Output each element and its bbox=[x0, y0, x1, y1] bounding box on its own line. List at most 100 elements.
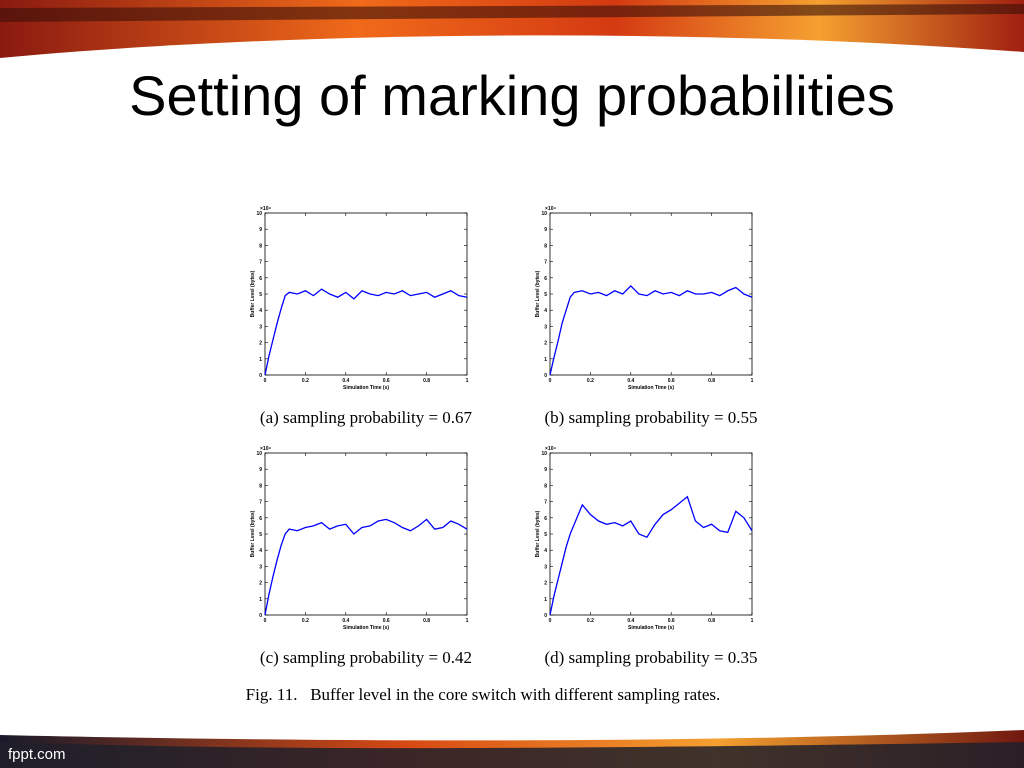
data-line bbox=[549, 284, 753, 376]
y-tick-label: 1 bbox=[544, 357, 547, 363]
y-tick-label: 5 bbox=[544, 532, 547, 538]
slide-body bbox=[0, 35, 1024, 768]
y-tick-label: 6 bbox=[259, 516, 262, 522]
y-tick-label: 10 bbox=[541, 451, 547, 457]
y-tick-label: 4 bbox=[544, 548, 547, 554]
y-tick-label: 8 bbox=[544, 483, 547, 489]
y-tick-label: 7 bbox=[259, 500, 262, 506]
y-axis-label: Buffer Level (bytes) bbox=[535, 510, 541, 557]
y-tick-label: 6 bbox=[544, 276, 547, 282]
x-tick-label: 0.6 bbox=[668, 618, 675, 624]
y-multiplier: ×10⁴ bbox=[260, 206, 271, 212]
y-multiplier: ×10⁴ bbox=[545, 206, 556, 212]
y-axis-label: Buffer Level (bytes) bbox=[250, 510, 256, 557]
y-multiplier: ×10⁴ bbox=[260, 446, 271, 452]
y-tick-label: 10 bbox=[256, 451, 262, 457]
chart: 0 1 2 3 4 5 6 7 8 9 10 0 0.2 0.4 0.6 0.8 1 Simulation Tim… bbox=[250, 446, 472, 667]
y-tick-label: 8 bbox=[544, 243, 547, 249]
y-tick-label: 9 bbox=[259, 467, 262, 473]
y-tick-label: 9 bbox=[544, 227, 547, 233]
x-axis-label: Simulation Time (s) bbox=[628, 385, 674, 391]
x-axis-label: Simulation Time (s) bbox=[343, 625, 389, 631]
y-tick-label: 5 bbox=[259, 532, 262, 538]
y-tick-label: 2 bbox=[259, 581, 262, 587]
y-tick-label: 7 bbox=[259, 260, 262, 266]
x-tick-label: 0 bbox=[549, 618, 552, 624]
y-tick-label: 5 bbox=[544, 292, 547, 298]
y-multiplier: ×10⁴ bbox=[545, 446, 556, 452]
y-tick-label: 1 bbox=[544, 597, 547, 603]
x-tick-label: 0.4 bbox=[627, 378, 634, 384]
subfigure-caption: (a) sampling probability = 0.67 bbox=[260, 408, 473, 427]
x-tick-label: 0.8 bbox=[708, 378, 715, 384]
y-tick-label: 0 bbox=[259, 613, 262, 619]
y-tick-label: 6 bbox=[544, 516, 547, 522]
y-tick-label: 9 bbox=[259, 227, 262, 233]
y-tick-label: 2 bbox=[544, 341, 547, 347]
y-tick-label: 2 bbox=[259, 341, 262, 347]
x-tick-label: 0.6 bbox=[668, 378, 675, 384]
data-line bbox=[549, 495, 753, 616]
x-tick-label: 1 bbox=[751, 378, 754, 384]
x-tick-label: 0.2 bbox=[302, 618, 309, 624]
x-axis-label: Simulation Time (s) bbox=[343, 385, 389, 391]
y-tick-label: 3 bbox=[544, 564, 547, 570]
x-tick-label: 0 bbox=[264, 618, 267, 624]
y-tick-label: 4 bbox=[259, 308, 262, 314]
chart: 0 1 2 3 4 5 6 7 8 9 10 0 0.2 0.4 0.6 0.8 1 Simulation Tim… bbox=[535, 446, 758, 667]
figure-caption: Fig. 11. Buffer level in the core switch… bbox=[246, 685, 721, 704]
y-tick-label: 8 bbox=[259, 483, 262, 489]
x-axis-label: Simulation Time (s) bbox=[628, 625, 674, 631]
x-tick-label: 0.8 bbox=[423, 618, 430, 624]
x-tick-label: 0 bbox=[549, 378, 552, 384]
plot-frame bbox=[549, 452, 753, 616]
y-tick-label: 7 bbox=[544, 500, 547, 506]
y-tick-label: 0 bbox=[544, 373, 547, 379]
x-tick-label: 1 bbox=[466, 378, 469, 384]
x-tick-label: 1 bbox=[751, 618, 754, 624]
x-tick-label: 0.6 bbox=[383, 618, 390, 624]
y-axis-label: Buffer Level (bytes) bbox=[535, 270, 541, 317]
y-tick-label: 8 bbox=[259, 243, 262, 249]
y-tick-label: 0 bbox=[259, 373, 262, 379]
subfigure-caption: (c) sampling probability = 0.42 bbox=[260, 648, 472, 667]
x-tick-label: 0.2 bbox=[587, 378, 594, 384]
data-line bbox=[264, 288, 468, 376]
x-tick-label: 1 bbox=[466, 618, 469, 624]
x-tick-label: 0.8 bbox=[708, 618, 715, 624]
x-tick-label: 0.4 bbox=[627, 618, 634, 624]
y-tick-label: 3 bbox=[259, 324, 262, 330]
subfigure-caption: (b) sampling probability = 0.55 bbox=[544, 408, 757, 427]
plot-frame bbox=[549, 212, 753, 376]
y-tick-label: 10 bbox=[256, 211, 262, 217]
y-axis-label: Buffer Level (bytes) bbox=[250, 270, 256, 317]
x-tick-label: 0 bbox=[264, 378, 267, 384]
chart: 0 1 2 3 4 5 6 7 8 9 10 0 0.2 0.4 0.6 0.8 1 Simulation Tim… bbox=[250, 206, 473, 427]
subfigure-caption: (d) sampling probability = 0.35 bbox=[544, 648, 757, 667]
data-line bbox=[264, 518, 468, 616]
plot-frame bbox=[264, 452, 468, 616]
y-tick-label: 0 bbox=[544, 613, 547, 619]
x-tick-label: 0.2 bbox=[302, 378, 309, 384]
y-tick-label: 9 bbox=[544, 467, 547, 473]
x-tick-label: 0.8 bbox=[423, 378, 430, 384]
y-tick-label: 5 bbox=[259, 292, 262, 298]
chart: 0 1 2 3 4 5 6 7 8 9 10 0 0.2 0.4 0.6 0.8 1 Simulation Tim… bbox=[535, 206, 758, 427]
band-streak bbox=[0, 4, 1024, 22]
x-tick-label: 0.4 bbox=[342, 618, 349, 624]
y-tick-label: 7 bbox=[544, 260, 547, 266]
y-tick-label: 4 bbox=[259, 548, 262, 554]
y-tick-label: 2 bbox=[544, 581, 547, 587]
x-tick-label: 0.2 bbox=[587, 618, 594, 624]
y-tick-label: 3 bbox=[544, 324, 547, 330]
y-tick-label: 1 bbox=[259, 597, 262, 603]
x-tick-label: 0.6 bbox=[383, 378, 390, 384]
bottom-band-dark bbox=[0, 742, 1024, 768]
y-tick-label: 3 bbox=[259, 564, 262, 570]
footer: fppt.com bbox=[8, 746, 66, 763]
y-tick-label: 6 bbox=[259, 276, 262, 282]
x-tick-label: 0.4 bbox=[342, 378, 349, 384]
